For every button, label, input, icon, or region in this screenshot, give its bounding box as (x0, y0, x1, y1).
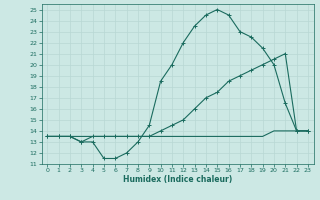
X-axis label: Humidex (Indice chaleur): Humidex (Indice chaleur) (123, 175, 232, 184)
